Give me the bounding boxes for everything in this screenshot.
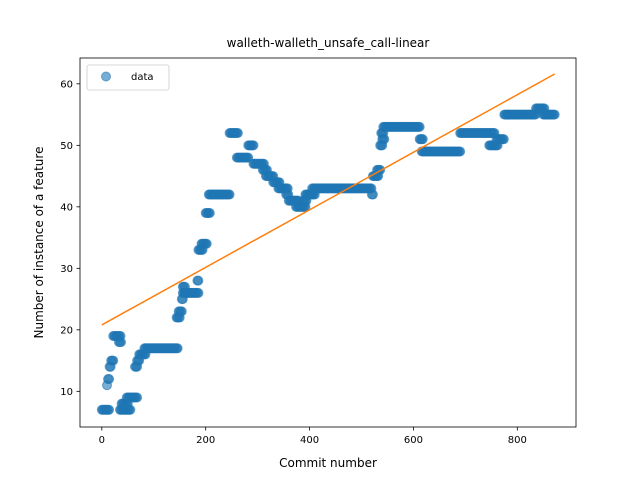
y-tick-label: 60 — [60, 79, 73, 90]
data-point — [176, 306, 187, 317]
y-axis-label: Number of instance of a feature — [32, 147, 46, 339]
data-point — [108, 355, 119, 366]
x-tick-label: 800 — [508, 435, 527, 446]
x-tick-label: 400 — [300, 435, 319, 446]
legend-label-data: data — [131, 72, 154, 83]
data-point — [201, 238, 212, 249]
data-point — [498, 134, 509, 145]
data-point — [132, 392, 143, 403]
axes-frame — [79, 57, 577, 428]
x-axis: 0 200 400 600 800 — [99, 427, 527, 446]
x-tick-label: 200 — [196, 435, 215, 446]
legend-marker-data — [101, 71, 111, 82]
legend: data — [86, 64, 170, 91]
y-tick-label: 40 — [60, 202, 73, 213]
plot-area — [96, 73, 560, 415]
legend-box — [86, 64, 170, 91]
data-point — [193, 287, 204, 298]
chart-title: walleth-walleth_unsafe_call-linear — [227, 36, 430, 50]
data-point — [414, 121, 425, 132]
data-point — [104, 404, 115, 415]
y-tick-label: 30 — [60, 264, 73, 275]
fit-line — [101, 73, 556, 326]
y-tick-label: 50 — [60, 141, 73, 152]
data-point — [367, 189, 378, 200]
data-point — [455, 146, 466, 157]
y-axis: 10 20 30 40 50 60 — [60, 79, 80, 398]
y-tick-label: 20 — [60, 325, 73, 336]
data-point — [549, 109, 560, 120]
data-point — [232, 128, 243, 139]
x-tick-label: 0 — [99, 435, 105, 446]
data-point — [417, 134, 428, 145]
data-point — [193, 275, 204, 286]
x-tick-label: 600 — [404, 435, 423, 446]
data-point — [116, 337, 127, 348]
data-point — [224, 189, 235, 200]
data-point — [204, 207, 215, 218]
data-point — [104, 374, 115, 385]
data-point — [248, 140, 259, 151]
y-tick-label: 10 — [60, 387, 73, 398]
x-axis-label: Commit number — [279, 456, 377, 470]
data-point — [172, 343, 183, 354]
